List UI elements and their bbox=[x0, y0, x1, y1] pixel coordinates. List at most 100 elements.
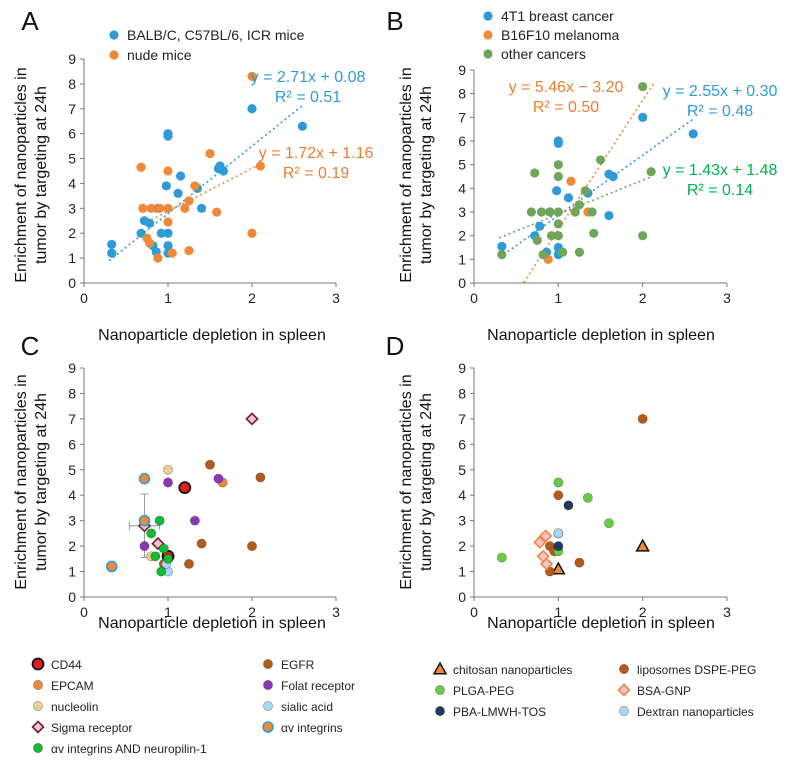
regression-equation: y = 2.55x + 0.30 bbox=[663, 83, 778, 100]
data-point-brightgreen bbox=[156, 566, 167, 577]
data-point-blue bbox=[297, 121, 307, 131]
legend-label: αv integrins AND neuropilin-1 bbox=[51, 742, 207, 756]
data-point-brightgreen bbox=[158, 543, 169, 554]
data-point-orange bbox=[255, 161, 265, 171]
x-tick-label: 3 bbox=[332, 604, 340, 620]
y-tick-label: 3 bbox=[68, 200, 76, 216]
data-point-darkorange bbox=[637, 413, 648, 424]
data-point-blue bbox=[497, 241, 507, 251]
x-tick-label: 0 bbox=[470, 604, 478, 620]
legend-label: EPCAM bbox=[51, 679, 94, 693]
data-point-orange bbox=[190, 181, 200, 191]
data-point-orange bbox=[247, 71, 257, 82]
legend-label: BSA-GNP bbox=[637, 684, 691, 698]
y-tick-label: 1 bbox=[68, 564, 76, 580]
x-tick-label: 1 bbox=[164, 604, 172, 620]
data-point-green bbox=[553, 160, 563, 170]
data-point-green bbox=[497, 250, 507, 260]
data-point-green bbox=[526, 207, 536, 217]
y-axis-label-line1: Enrichment of nanoparticles in bbox=[398, 67, 415, 282]
y-tick-label: 2 bbox=[458, 228, 466, 244]
data-point-darkorange bbox=[196, 538, 207, 549]
legend-label: other cancers bbox=[501, 46, 586, 62]
data-point-lightgreen bbox=[496, 552, 507, 563]
data-point-brightgreen bbox=[154, 515, 165, 526]
data-point-pinkdiamond bbox=[533, 535, 547, 549]
data-point-green bbox=[638, 81, 648, 92]
y-tick-label: 9 bbox=[458, 360, 466, 376]
y-axis-label-line2: tumor by targeting at 24h bbox=[418, 393, 435, 571]
y-tick-label: 1 bbox=[458, 564, 466, 580]
data-point-blue bbox=[218, 166, 229, 176]
legend-marker bbox=[435, 706, 445, 716]
legend-marker bbox=[483, 30, 493, 40]
y-tick-label: 9 bbox=[68, 51, 76, 67]
data-point-blue bbox=[552, 186, 562, 196]
data-point-orange bbox=[136, 162, 146, 172]
x-tick-label: 3 bbox=[332, 290, 340, 306]
data-point-green bbox=[536, 207, 547, 217]
panel-b bbox=[470, 69, 728, 287]
data-point-lightgreen bbox=[553, 477, 564, 488]
y-tick-label: 4 bbox=[458, 487, 466, 503]
data-point-darkorange bbox=[205, 459, 215, 470]
y-tick-label: 0 bbox=[68, 275, 76, 291]
r-squared-label: R² = 0.19 bbox=[283, 165, 349, 182]
data-point-lightgreen bbox=[582, 492, 593, 503]
data-point-purple bbox=[139, 541, 150, 552]
legend-label: 4T1 breast cancer bbox=[501, 8, 614, 24]
x-tick-label: 2 bbox=[248, 604, 256, 620]
data-point-darkorange bbox=[247, 541, 257, 552]
data-point-green bbox=[530, 168, 540, 178]
data-point-blue bbox=[107, 248, 117, 258]
data-point-green bbox=[646, 167, 656, 177]
data-point-blue bbox=[161, 181, 171, 191]
data-point-orange bbox=[566, 176, 576, 186]
r-squared-label: R² = 0.14 bbox=[687, 182, 753, 199]
data-point-orange bbox=[105, 560, 118, 573]
y-tick-label: 7 bbox=[68, 101, 76, 117]
y-tick-label: 1 bbox=[68, 250, 76, 266]
y-tick-label: 3 bbox=[458, 204, 466, 220]
y-tick-label: 2 bbox=[458, 538, 466, 554]
data-point-green bbox=[553, 219, 563, 229]
x-tick-label: 1 bbox=[554, 604, 562, 620]
legend-marker bbox=[263, 659, 273, 669]
data-point-navy bbox=[553, 541, 564, 552]
panel-a bbox=[80, 58, 337, 287]
y-tick-label: 7 bbox=[458, 411, 466, 427]
data-point-orange bbox=[184, 246, 194, 256]
trendline-blue bbox=[108, 105, 303, 262]
data-point-brightgreen bbox=[146, 528, 157, 539]
x-tick-label: 3 bbox=[723, 604, 731, 620]
data-point-darkorange bbox=[574, 557, 585, 568]
legend-marker bbox=[483, 11, 493, 21]
data-point-sand bbox=[163, 464, 173, 475]
y-tick-label: 6 bbox=[68, 126, 76, 142]
data-point-blue bbox=[144, 218, 155, 228]
y-tick-label: 2 bbox=[68, 538, 76, 554]
y-axis-label-line1: Enrichment of nanoparticles in bbox=[13, 67, 30, 282]
legend-label: B16F10 melanoma bbox=[501, 27, 620, 43]
y-tick-label: 8 bbox=[68, 76, 76, 92]
panel-label-d: D bbox=[386, 331, 405, 361]
y-tick-label: 5 bbox=[458, 462, 466, 478]
y-tick-label: 9 bbox=[68, 360, 76, 376]
legend-label: Dextran nanoparticles bbox=[637, 705, 754, 719]
data-point-orange bbox=[163, 203, 173, 213]
data-point-brightgreen bbox=[150, 551, 161, 562]
y-tick-label: 6 bbox=[458, 436, 466, 452]
y-tick-label: 6 bbox=[458, 133, 466, 149]
data-point-green bbox=[553, 231, 563, 241]
legend-label: sialic acid bbox=[281, 700, 333, 714]
data-point-lightblue bbox=[553, 528, 564, 539]
legend-marker bbox=[483, 49, 493, 59]
y-tick-label: 3 bbox=[68, 513, 76, 529]
legend-marker bbox=[33, 743, 43, 753]
legend-marker bbox=[435, 685, 445, 695]
y-tick-label: 8 bbox=[458, 86, 466, 102]
regression-equation: y = 5.46x − 3.20 bbox=[509, 79, 624, 96]
data-point-green bbox=[574, 247, 585, 257]
y-tick-label: 5 bbox=[68, 151, 76, 167]
